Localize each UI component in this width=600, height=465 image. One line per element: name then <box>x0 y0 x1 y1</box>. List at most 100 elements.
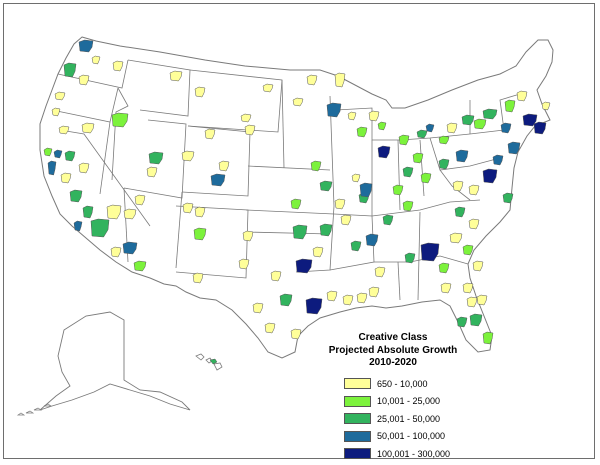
metro-area <box>310 160 322 172</box>
metro-area <box>420 242 440 262</box>
metro-area <box>402 200 414 212</box>
metro-area <box>54 91 66 101</box>
metro-area <box>111 112 129 128</box>
metro-area <box>334 72 346 88</box>
metro-area <box>262 83 274 93</box>
legend-swatch-2 <box>344 395 371 407</box>
metro-area <box>326 102 342 118</box>
metro-area <box>148 151 164 165</box>
metro-area <box>356 126 368 138</box>
metro-area <box>454 206 466 218</box>
metro-area <box>440 282 452 294</box>
metro-area <box>468 184 480 196</box>
metro-area <box>122 241 138 255</box>
metro-area <box>507 141 521 155</box>
metro-area <box>469 313 483 327</box>
metro-area <box>312 246 324 258</box>
metro-area <box>438 158 450 170</box>
legend-swatch-4 <box>344 430 371 442</box>
legend-swatch-3 <box>344 413 371 424</box>
metro-area <box>91 55 101 65</box>
metro-area <box>412 152 424 164</box>
legend-label-2: 10,001 - 25,000 <box>377 396 441 406</box>
metro-area <box>73 220 83 232</box>
metro-area <box>473 118 487 130</box>
metro-area <box>146 166 158 178</box>
metro-area <box>504 99 516 113</box>
metro-area <box>351 173 361 183</box>
legend-label-4: 50,001 - 100,000 <box>377 431 446 441</box>
metro-area <box>402 166 414 178</box>
legend-title-line1: Creative Class <box>358 332 428 343</box>
metro-area <box>541 101 551 111</box>
metro-area <box>452 180 464 192</box>
metro-area <box>306 74 318 86</box>
metro-area <box>63 62 77 78</box>
metro-area <box>204 128 216 140</box>
metro-area <box>244 124 256 136</box>
metro-area <box>482 108 498 120</box>
metro-area <box>51 107 61 117</box>
metro-area <box>169 70 183 82</box>
metro-area <box>192 272 204 284</box>
metro-area <box>270 270 282 282</box>
metro-area <box>533 121 547 135</box>
metro-area <box>356 292 368 304</box>
legend-item-1: 650 - 10,000 <box>344 378 468 390</box>
metro-area <box>404 252 416 264</box>
hawaii-metro <box>209 358 218 365</box>
metro-area <box>374 266 386 278</box>
metro-area <box>466 296 478 308</box>
metro-area <box>90 218 110 238</box>
metro-area <box>240 113 252 123</box>
metro-area <box>462 244 474 256</box>
state-borders <box>51 59 521 301</box>
metro-area <box>334 198 346 210</box>
metro-area <box>455 149 469 163</box>
metro-area <box>112 60 124 72</box>
metro-area <box>461 114 475 126</box>
legend-label-1: 650 - 10,000 <box>377 378 428 389</box>
metro-area <box>133 260 147 272</box>
metro-area <box>319 223 333 237</box>
metro-area <box>210 173 226 187</box>
metro-area <box>193 227 207 241</box>
alaska-outline <box>39 311 191 411</box>
metro-area <box>492 154 504 166</box>
metro-area <box>382 214 394 226</box>
legend-title-line2: Projected Absolute Growth <box>328 344 458 356</box>
metro-area <box>106 204 122 220</box>
metro-area <box>218 160 230 172</box>
metro-area <box>43 147 53 157</box>
metro-area <box>47 160 57 176</box>
metro-area <box>476 294 488 306</box>
metro-area <box>500 122 512 134</box>
metro-area <box>446 122 458 134</box>
metro-area <box>516 90 528 102</box>
metro-area <box>81 122 95 134</box>
metro-area <box>64 150 76 162</box>
metro-area <box>456 316 468 328</box>
metro-area <box>78 162 90 174</box>
metro-area <box>398 134 410 146</box>
metro-area <box>292 224 308 240</box>
legend-label-3: 25,001 - 50,000 <box>377 413 441 424</box>
metro-area <box>82 205 94 219</box>
metro-area <box>134 194 146 206</box>
metro-area <box>279 293 293 307</box>
metro-area <box>238 258 250 270</box>
metro-area <box>340 214 352 226</box>
aleutian-islands <box>16 403 53 416</box>
metro-area <box>482 168 498 184</box>
metro-area <box>468 218 480 230</box>
hawaii-islands <box>195 353 223 371</box>
metro-area <box>347 111 357 121</box>
legend-title-line3: 2010-2020 <box>369 357 417 368</box>
legend-label-5: 100,001 - 300,000 <box>377 448 451 459</box>
legend: Creative Class Projected Absolute Growth… <box>318 332 468 465</box>
legend-item-4: 50,001 - 100,000 <box>344 430 468 442</box>
legend-swatch-1 <box>344 378 371 389</box>
metro-area <box>60 172 72 184</box>
metro-area <box>350 240 362 252</box>
